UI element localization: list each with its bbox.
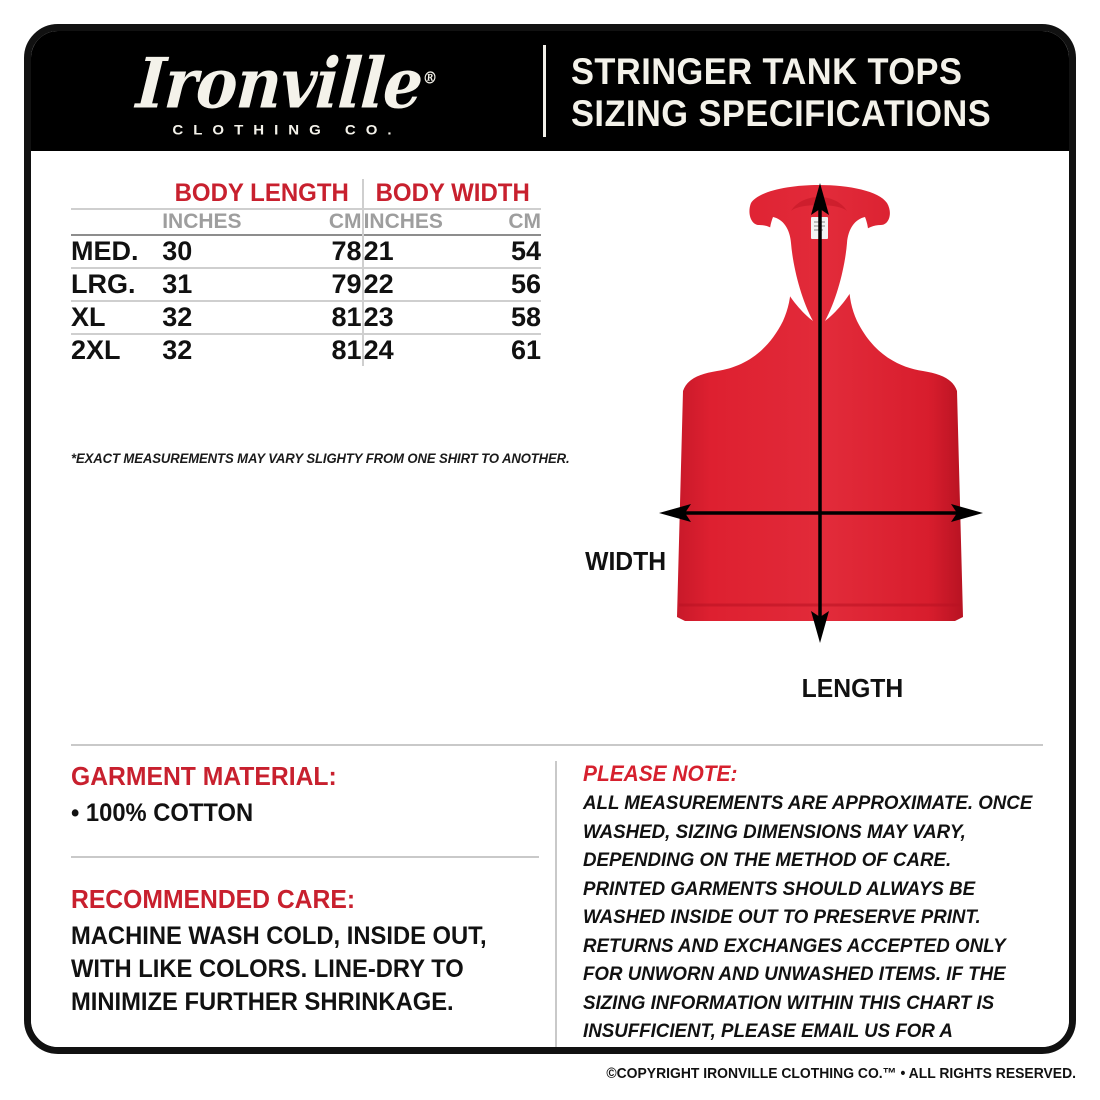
width-arrow [659,504,983,522]
row-length-cm: 81 [269,300,363,334]
header-title: STRINGER TANK TOPS SIZING SPECIFICATIONS [571,51,1069,135]
recommended-care-heading: RECOMMENDED CARE: [71,884,356,914]
table-group-header-row: BODY LENGTH BODY WIDTH [71,179,541,209]
sub-header-length-cm: CM [269,208,363,235]
row-width-cm: 58 [461,300,541,334]
sub-header-length-inches: INCHES [162,208,270,235]
size-table: BODY LENGTH BODY WIDTH INCHES CM INCHES … [71,179,541,366]
sub-header-width-cm: CM [461,208,541,235]
logo-wordmark: Ironville® [134,42,440,124]
row-width-cm: 54 [461,234,541,268]
row-size-label: MED. [71,234,163,268]
table-row: XL 32 81 23 58 [71,300,541,334]
sub-header-width-inches: INCHES [361,208,462,235]
brand-logo: Ironville® CLOTHING CO. [31,37,543,149]
copyright-notice: ©COPYRIGHT IRONVILLE CLOTHING CO.™ • ALL… [606,1066,1076,1082]
row-size-label: LRG. [71,267,163,301]
logo-subtitle: CLOTHING CO. [172,123,402,139]
stringer-tank-top-image [659,183,983,643]
length-arrow [811,183,829,643]
group-header-body-length: BODY LENGTH [174,179,350,207]
garment-material-item: • 100% COTTON [71,799,254,827]
row-width-inches: 22 [361,267,462,301]
row-width-cm: 61 [461,333,541,366]
table-footnote: *EXACT MEASUREMENTS MAY VARY SLIGHTY FRO… [71,451,570,466]
please-note-heading: PLEASE NOTE: [583,761,738,786]
bottom-right-column: PLEASE NOTE: ALL MEASUREMENTS ARE APPROX… [583,761,1053,1047]
row-length-cm: 78 [269,234,363,268]
title-line-1: STRINGER TANK TOPS [571,51,963,92]
registered-trademark-icon: ® [421,67,439,88]
chart-frame: Ironville® CLOTHING CO. STRINGER TANK TO… [24,24,1076,1054]
vertical-divider [555,761,557,1047]
row-length-cm: 79 [269,267,363,301]
bottom-left-column: GARMENT MATERIAL: • 100% COTTON RECOMMEN… [71,761,541,1019]
logo-wordmark-text: Ironville [133,42,425,124]
recommended-care-text: MACHINE WASH COLD, INSIDE OUT, WITH LIKE… [71,922,487,1016]
row-length-inches: 32 [162,333,270,366]
please-note-body: ALL MEASUREMENTS ARE APPROXIMATE. ONCE W… [583,792,1033,1042]
title-line-2: SIZING SPECIFICATIONS [571,93,992,134]
table-sub-header-row: INCHES CM INCHES CM [71,208,541,235]
please-note-text: ALL MEASUREMENTS ARE APPROXIMATE. ONCE W… [583,789,1034,1047]
right-racerback-opening [825,217,869,321]
group-header-body-width: BODY WIDTH [365,179,538,209]
left-racerback-opening [769,217,813,321]
row-width-inches: 21 [361,234,462,268]
row-length-inches: 32 [162,300,270,334]
row-width-inches: 23 [361,300,462,334]
row-width-inches: 24 [361,333,462,366]
garment-material-heading: GARMENT MATERIAL: [71,761,337,791]
garment-illustration: WIDTH LENGTH [561,161,1061,721]
row-length-inches: 30 [162,234,270,268]
row-size-label: XL [71,300,163,334]
header-divider [543,45,546,137]
row-length-inches: 31 [162,267,270,301]
width-label: WIDTH [585,546,667,576]
table-row: 2XL 32 81 24 61 [71,333,541,366]
body-area: BODY LENGTH BODY WIDTH INCHES CM INCHES … [31,151,1069,1047]
horizontal-divider [71,744,1043,746]
length-label: LENGTH [801,673,904,703]
table-row: LRG. 31 79 22 56 [71,267,541,301]
size-table-zone: BODY LENGTH BODY WIDTH INCHES CM INCHES … [71,179,541,366]
row-width-cm: 56 [461,267,541,301]
section-divider [71,856,539,858]
header-bar: Ironville® CLOTHING CO. STRINGER TANK TO… [31,31,1069,151]
table-row: MED. 30 78 21 54 [71,234,541,268]
row-length-cm: 81 [269,333,363,366]
row-size-label: 2XL [71,333,163,366]
